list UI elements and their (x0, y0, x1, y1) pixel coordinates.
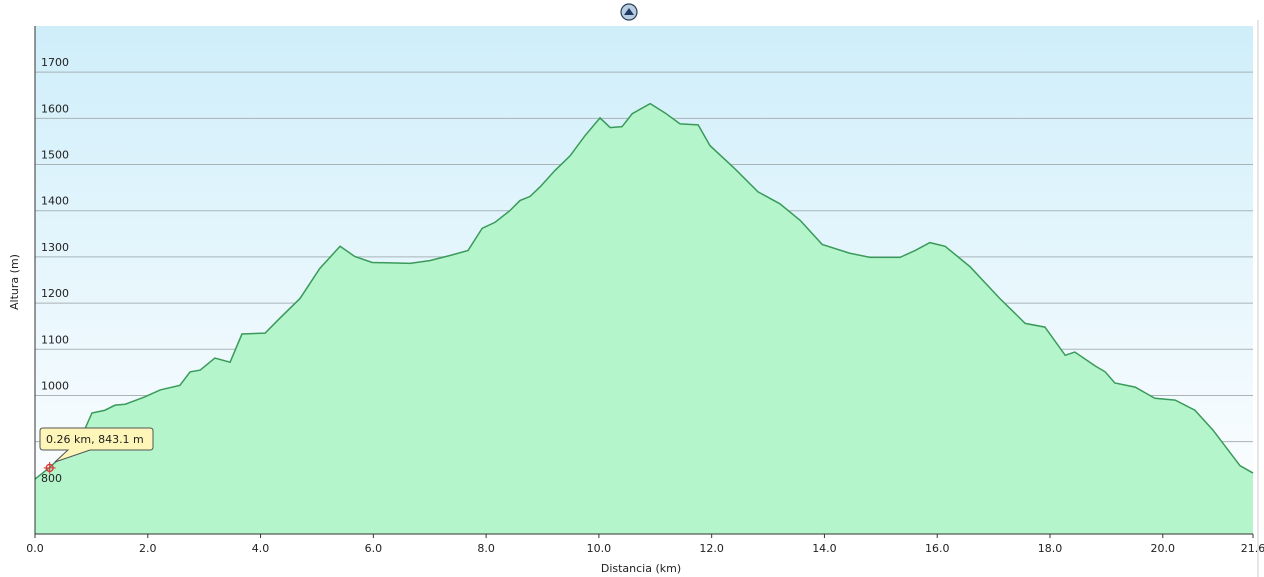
x-tick-label: 18.0 (1038, 542, 1063, 555)
x-tick-label: 14.0 (812, 542, 837, 555)
x-tick-label: 16.0 (925, 542, 950, 555)
y-tick-label: 1700 (41, 56, 69, 69)
x-tick-label: 6.0 (365, 542, 383, 555)
tooltip-box (39, 427, 154, 463)
y-tick-label: 1400 (41, 195, 69, 208)
y-tick-label: 800 (41, 472, 62, 485)
y-axis-label: Altura (m) (8, 254, 21, 310)
elevation-area (35, 103, 1253, 535)
x-axis-label: Distancia (km) (601, 562, 681, 575)
y-tick-label: 1000 (41, 379, 69, 392)
x-tick-label: 20.0 (1151, 542, 1176, 555)
x-tick-label: 8.0 (477, 542, 495, 555)
elevation-line (34, 102, 1254, 480)
x-tick-label: 10.0 (587, 542, 612, 555)
y-tick-label: 1100 (41, 333, 69, 346)
y-tick-label: 1300 (41, 241, 69, 254)
tooltip-text: 0.26 km, 843.1 m (46, 433, 144, 446)
y-tick-label: 1600 (41, 102, 69, 115)
y-tick-label: 1200 (41, 287, 69, 300)
x-tick-label: 21.6 (1241, 542, 1264, 555)
x-tick-label: 0.0 (26, 542, 44, 555)
x-tick-label: 12.0 (699, 542, 724, 555)
x-tick-label: 2.0 (139, 542, 157, 555)
x-tick-label: 4.0 (252, 542, 270, 555)
y-tick-label: 1500 (41, 149, 69, 162)
collapse-button[interactable] (620, 3, 638, 21)
